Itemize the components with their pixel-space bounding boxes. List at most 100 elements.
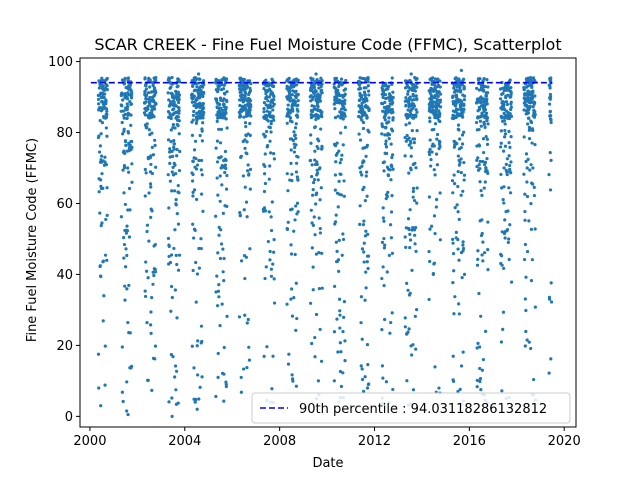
data-point [406,89,410,93]
data-point [413,89,417,93]
data-point [246,169,250,173]
data-point [245,215,249,219]
data-point [340,153,344,157]
data-point [292,150,296,154]
data-point [380,240,385,244]
data-point [456,210,460,214]
data-point [435,163,439,167]
data-point [271,262,275,266]
data-point [99,224,103,228]
data-point [316,113,320,117]
data-point [386,173,391,178]
data-point [247,172,251,176]
data-point [173,288,177,292]
data-point [311,288,315,292]
data-point [336,350,340,354]
data-point [245,140,249,144]
data-point [105,84,109,88]
data-point [287,352,291,356]
data-point [483,125,487,129]
data-point [153,93,157,97]
data-point [480,103,485,107]
data-point [292,103,297,107]
data-point [123,76,127,81]
data-point [333,107,337,111]
data-point [527,137,532,141]
data-point [125,229,130,233]
data-point [485,157,489,161]
data-point [457,128,461,132]
data-point [217,102,222,107]
data-point [192,188,197,192]
data-point [124,265,128,269]
data-point [475,86,479,90]
data-point [218,174,222,178]
data-point [427,195,432,199]
data-point [408,291,412,295]
data-point [480,218,484,222]
data-point [389,178,393,182]
data-point [293,133,297,137]
data-point [101,259,106,263]
data-point [311,180,316,185]
data-point [262,110,266,114]
data-point [149,331,153,335]
data-point [479,388,483,392]
data-point [338,326,342,330]
data-point [192,148,197,152]
data-point [438,105,443,109]
data-point [172,147,176,151]
data-point [427,150,431,154]
data-point [334,144,338,148]
data-point [501,310,506,314]
data-point [154,102,158,106]
data-point [461,243,465,247]
data-point [530,258,534,262]
data-point [309,141,313,145]
data-point [130,162,134,166]
data-point [266,99,270,103]
data-point [310,163,314,167]
data-point [249,82,253,86]
data-point [267,84,271,88]
data-point [390,107,394,112]
data-point [338,309,342,313]
data-point [191,268,195,273]
data-point [219,155,223,159]
data-point [388,223,393,227]
data-point [266,143,270,148]
data-point [247,358,252,362]
data-point [403,86,408,90]
data-point [478,119,482,123]
data-point [286,103,290,107]
data-point [199,237,203,241]
data-point [192,109,196,114]
data-point [143,194,147,198]
data-point [194,397,198,402]
data-point [101,319,105,323]
data-point [438,92,443,96]
data-point [154,165,158,169]
data-point [217,225,221,229]
data-point [294,384,298,388]
data-point [102,294,106,298]
data-point [219,242,224,246]
data-point [547,102,552,106]
data-point [478,377,483,381]
data-point [383,317,387,322]
data-point [382,236,386,241]
data-point [406,108,410,112]
data-point [248,108,252,112]
data-point [412,137,417,141]
data-point [199,168,203,172]
data-point [499,172,503,177]
data-point [248,79,252,83]
data-point [173,364,178,368]
data-point [508,145,512,149]
data-point [333,284,337,288]
data-point [366,77,370,81]
data-point [168,260,173,265]
data-point [403,316,407,320]
data-point [103,344,107,348]
data-point [267,177,271,181]
